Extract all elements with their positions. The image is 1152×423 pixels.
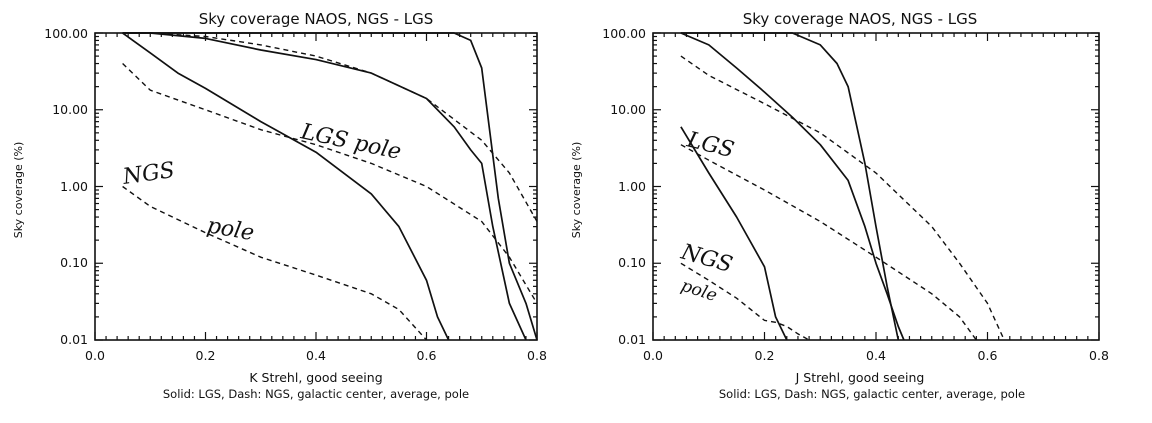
- series-lines: [680, 32, 1005, 341]
- y-tick-label: 100.00: [602, 26, 646, 41]
- series-line-lgs-average: [680, 32, 905, 341]
- plot-area: [94, 32, 538, 341]
- series-line-ngs-galactic-center: [122, 32, 538, 222]
- plot-area: [652, 32, 1100, 341]
- series-line-lgs-pole: [680, 126, 788, 341]
- series-line-lgs-galactic-center: [122, 32, 538, 341]
- x-tick-label: 0.8: [1089, 348, 1109, 363]
- x-tick-label: 0.2: [196, 348, 216, 363]
- x-tick-label: 0.4: [306, 348, 326, 363]
- x-tick-labels: 0.0 0.2 0.4 0.6 0.8: [643, 348, 1109, 363]
- series-line-lgs-average: [122, 32, 527, 341]
- annotation-pole: pole: [205, 213, 256, 246]
- y-axis-label: Sky coverage (%): [12, 142, 25, 239]
- annotation-pole: pole: [678, 276, 719, 306]
- chart-caption: Solid: LGS, Dash: NGS, galactic center, …: [163, 387, 469, 401]
- annotation-lgs: LGS: [684, 127, 737, 163]
- y-tick-labels: 0.01 0.10 1.00 10.00 100.00: [44, 26, 88, 347]
- x-tick-label: 0.0: [643, 348, 663, 363]
- y-axis-label: Sky coverage (%): [570, 142, 583, 239]
- annotation-ngs: NGS: [677, 239, 735, 278]
- y-tick-label: 100.00: [44, 26, 88, 41]
- series-line-lgs-pole: [122, 32, 450, 341]
- axis-ticks: [94, 32, 538, 341]
- x-tick-label: 0.6: [417, 348, 437, 363]
- x-axis-label: J Strehl, good seeing: [795, 370, 925, 385]
- axis-ticks: [652, 32, 1100, 341]
- y-tick-label: 0.01: [618, 332, 646, 347]
- x-tick-labels: 0.0 0.2 0.4 0.6 0.8: [85, 348, 547, 363]
- series-line-ngs-pole: [680, 262, 810, 341]
- handwritten-annotations: LGS pole NGS pole: [120, 119, 403, 246]
- x-tick-label: 0.0: [85, 348, 105, 363]
- annotation-ngs: NGS: [120, 158, 176, 190]
- chart-caption: Solid: LGS, Dash: NGS, galactic center, …: [719, 387, 1025, 401]
- y-tick-label: 0.01: [60, 332, 88, 347]
- y-tick-label: 0.10: [60, 255, 88, 270]
- panel-k-strehl: Sky coverage NAOS, NGS - LGS 0.01 0.10 1…: [12, 10, 547, 401]
- panel-j-strehl: Sky coverage NAOS, NGS - LGS 0.01 0.10 1…: [570, 10, 1109, 401]
- series-lines: [122, 32, 538, 341]
- y-tick-labels: 0.01 0.10 1.00 10.00 100.00: [602, 26, 646, 347]
- chart-title: Sky coverage NAOS, NGS - LGS: [743, 10, 978, 28]
- x-tick-label: 0.2: [755, 348, 775, 363]
- y-tick-label: 0.10: [618, 255, 646, 270]
- y-tick-label: 10.00: [52, 102, 88, 117]
- series-line-ngs-average: [122, 62, 538, 304]
- series-line-ngs-galactic-center: [680, 55, 1005, 341]
- x-tick-label: 0.6: [978, 348, 998, 363]
- x-axis-label: K Strehl, good seeing: [249, 370, 382, 385]
- y-tick-label: 1.00: [60, 179, 88, 194]
- x-tick-label: 0.4: [866, 348, 886, 363]
- chart-title: Sky coverage NAOS, NGS - LGS: [199, 10, 434, 28]
- x-tick-label: 0.8: [527, 348, 547, 363]
- series-line-ngs-pole: [122, 185, 428, 341]
- y-tick-label: 1.00: [618, 179, 646, 194]
- y-tick-label: 10.00: [610, 102, 646, 117]
- series-line-ngs-average: [680, 144, 977, 341]
- series-line-lgs-galactic-center: [680, 32, 900, 341]
- annotation-lgs-pole: LGS pole: [298, 119, 404, 165]
